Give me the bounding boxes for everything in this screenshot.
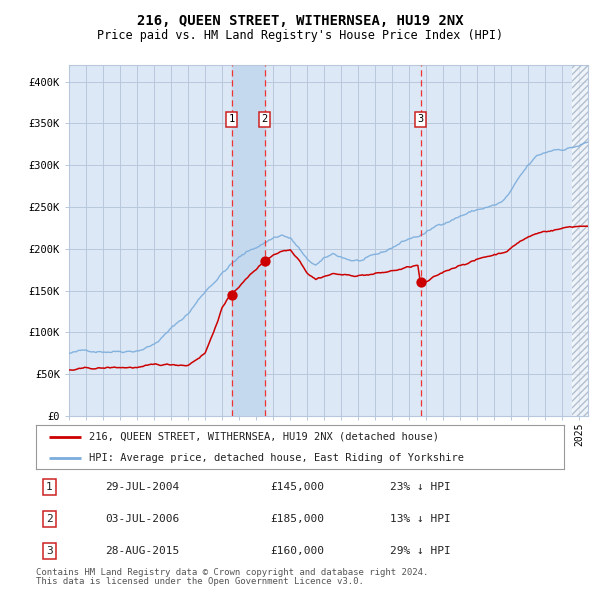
Text: 216, QUEEN STREET, WITHERNSEA, HU19 2NX: 216, QUEEN STREET, WITHERNSEA, HU19 2NX xyxy=(137,14,463,28)
Bar xyxy=(232,65,265,416)
Text: 216, QUEEN STREET, WITHERNSEA, HU19 2NX (detached house): 216, QUEEN STREET, WITHERNSEA, HU19 2NX … xyxy=(89,432,439,442)
Text: 1: 1 xyxy=(229,114,235,124)
Text: £185,000: £185,000 xyxy=(270,514,324,524)
Text: 23% ↓ HPI: 23% ↓ HPI xyxy=(390,483,451,492)
Text: 28-AUG-2015: 28-AUG-2015 xyxy=(105,546,179,556)
Text: 29-JUL-2004: 29-JUL-2004 xyxy=(105,483,179,492)
Text: HPI: Average price, detached house, East Riding of Yorkshire: HPI: Average price, detached house, East… xyxy=(89,453,464,463)
Text: This data is licensed under the Open Government Licence v3.0.: This data is licensed under the Open Gov… xyxy=(36,577,364,586)
Bar xyxy=(572,65,596,416)
Text: 03-JUL-2006: 03-JUL-2006 xyxy=(105,514,179,524)
Point xyxy=(416,277,425,287)
Text: 2: 2 xyxy=(46,514,53,524)
Text: 1: 1 xyxy=(46,483,53,492)
Text: Price paid vs. HM Land Registry's House Price Index (HPI): Price paid vs. HM Land Registry's House … xyxy=(97,29,503,42)
Text: 3: 3 xyxy=(46,546,53,556)
Text: 2: 2 xyxy=(262,114,268,124)
Point xyxy=(227,290,236,300)
Text: £145,000: £145,000 xyxy=(270,483,324,492)
Text: £160,000: £160,000 xyxy=(270,546,324,556)
Bar xyxy=(572,65,596,416)
Text: 29% ↓ HPI: 29% ↓ HPI xyxy=(390,546,451,556)
Text: 13% ↓ HPI: 13% ↓ HPI xyxy=(390,514,451,524)
Point xyxy=(260,257,269,266)
Text: 3: 3 xyxy=(418,114,424,124)
Text: Contains HM Land Registry data © Crown copyright and database right 2024.: Contains HM Land Registry data © Crown c… xyxy=(36,568,428,577)
